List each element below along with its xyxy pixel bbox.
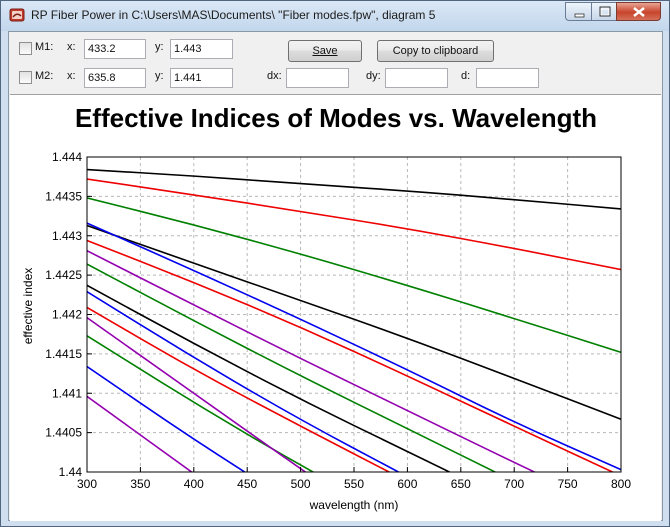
x-axis-label: wavelength (nm) (309, 498, 399, 512)
window-title: RP Fiber Power in C:\Users\MAS\Documents… (31, 8, 436, 22)
marker2-x-label: x: (67, 70, 76, 82)
chart-ticks: 300 350 400 450 500 550 600 650 700 750 800 1.44 1.4… (45, 150, 631, 491)
series-line-12 (87, 335, 315, 472)
maximize-icon (599, 6, 611, 17)
dy-field[interactable] (385, 68, 448, 88)
series-line-6 (87, 239, 615, 472)
series-line-7 (87, 249, 537, 472)
maximize-button[interactable] (591, 2, 617, 21)
y-tick-label: 1.4415 (45, 347, 82, 361)
minimize-button[interactable] (565, 2, 592, 21)
series-line-14 (87, 365, 247, 472)
series-line-11 (87, 306, 391, 472)
series-line-9 (87, 284, 452, 472)
copy-to-clipboard-button[interactable]: Copy to clipboard (377, 40, 494, 62)
marker1-checkbox[interactable] (19, 42, 32, 55)
y-axis-label: effective index (21, 268, 35, 345)
x-tick-label: 600 (397, 477, 417, 491)
series-line-10 (87, 290, 401, 472)
marker1-y-field[interactable]: 1.443 (170, 39, 233, 59)
series-line-5 (87, 222, 621, 471)
chart-title: Effective Indices of Modes vs. Wavelengt… (75, 103, 597, 133)
x-tick-label: 650 (451, 477, 471, 491)
x-tick-label: 450 (237, 477, 257, 491)
dx-label: dx: (267, 70, 282, 82)
y-tick-label: 1.4435 (45, 189, 82, 203)
save-button-label: Save (312, 45, 338, 57)
series-line-1 (87, 168, 621, 210)
series-line-8 (87, 263, 497, 472)
marker1-y-label: y: (155, 41, 164, 53)
x-tick-label: 800 (611, 477, 631, 491)
marker2-y-field[interactable]: 1.441 (170, 68, 233, 88)
x-tick-label: 350 (130, 477, 150, 491)
marker2-checkbox[interactable] (19, 71, 32, 84)
y-tick-label: 1.443 (52, 229, 82, 243)
app-icon (9, 8, 25, 22)
d-label: d: (461, 70, 471, 82)
series-line-15 (87, 395, 193, 472)
x-tick-label: 750 (558, 477, 578, 491)
x-tick-label: 300 (77, 477, 97, 491)
marker1-x-field[interactable]: 433.2 (84, 39, 146, 59)
marker2-y-label: y: (155, 70, 164, 82)
marker-toolbar: M1: x: 433.2 y: 1.443 Save Copy to clipb… (9, 32, 662, 94)
close-icon (633, 7, 645, 17)
series-line-3 (87, 197, 621, 354)
y-tick-label: 1.4425 (45, 268, 82, 282)
chart[interactable]: Effective Indices of Modes vs. Wavelengt… (10, 95, 661, 521)
y-tick-label: 1.444 (52, 150, 82, 164)
marker1-x-label: x: (67, 41, 76, 53)
copy-button-label: Copy to clipboard (392, 45, 479, 57)
x-tick-label: 400 (184, 477, 204, 491)
d-field[interactable] (476, 68, 539, 88)
save-button[interactable]: Save (288, 40, 362, 62)
y-tick-label: 1.441 (52, 386, 82, 400)
dx-field[interactable] (286, 68, 349, 88)
close-button[interactable] (616, 2, 661, 21)
x-tick-label: 500 (291, 477, 311, 491)
y-tick-label: 1.442 (52, 308, 82, 322)
series-line-13 (87, 316, 307, 472)
series-line-4 (87, 224, 621, 420)
x-tick-label: 700 (504, 477, 524, 491)
marker1-label: M1: (35, 41, 54, 53)
y-tick-label: 1.44 (59, 465, 83, 479)
marker2-x-field[interactable]: 635.8 (84, 68, 146, 88)
title-bar[interactable]: RP Fiber Power in C:\Users\MAS\Documents… (1, 1, 669, 31)
y-tick-label: 1.4405 (45, 426, 82, 440)
client-area: M1: x: 433.2 y: 1.443 Save Copy to clipb… (8, 31, 663, 521)
x-tick-label: 550 (344, 477, 364, 491)
plot-area[interactable]: Effective Indices of Modes vs. Wavelengt… (10, 94, 661, 521)
minimize-icon (574, 13, 585, 18)
series-line-2 (87, 178, 621, 271)
chart-series (87, 168, 621, 472)
dy-label: dy: (366, 70, 381, 82)
marker2-label: M2: (35, 70, 54, 82)
